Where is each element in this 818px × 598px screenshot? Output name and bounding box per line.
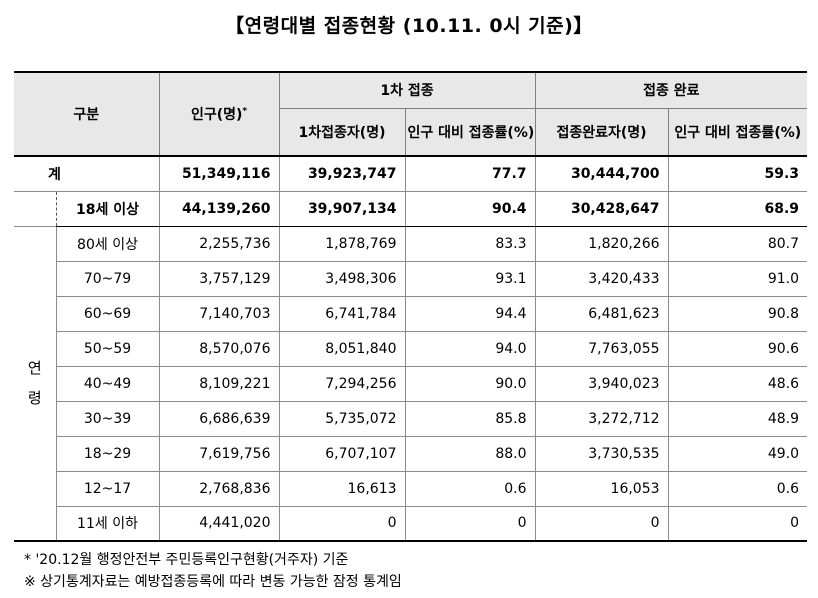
table-row: 18~29 7,619,756 6,707,107 88.0 3,730,535 49.0 (14, 435, 808, 472)
table-row: 50~59 8,570,076 8,051,840 94.0 7,763,055 90.6 (14, 330, 808, 367)
cell-complete-rate: 59.3 (667, 155, 808, 192)
cell-complete-rate: 48.6 (667, 365, 808, 402)
cell-complete-rate: 49.0 (667, 435, 808, 472)
table-row: 40~49 8,109,221 7,294,256 90.0 3,940,023 48.6 (14, 365, 808, 402)
cell-first-count: 39,907,134 (278, 190, 406, 227)
cell-first-rate: 0 (404, 505, 536, 542)
cell-population: 51,349,116 (158, 155, 280, 192)
footnotes: * '20.12월 행정안전부 주민등록인구현황(거주자) 기준 ※ 상기통계자… (24, 549, 402, 593)
table-row-total: 계 51,349,116 39,923,747 77.7 30,444,700 … (14, 155, 808, 192)
cell-first-rate: 94.4 (404, 295, 536, 332)
age-group-label: 연 령 (14, 225, 57, 542)
cell-first-count: 5,735,072 (278, 400, 406, 437)
cell-population: 4,441,020 (158, 505, 280, 542)
cell-first-count: 8,051,840 (278, 330, 406, 367)
cell-population: 44,139,260 (158, 190, 280, 227)
cell-first-count: 7,294,256 (278, 365, 406, 402)
cell-complete-rate: 90.6 (667, 330, 808, 367)
row-label: 18세 이상 (55, 190, 160, 227)
header-complete-rate: 인구 대비 접종률(%) (667, 107, 808, 157)
cell-complete-rate: 0 (667, 505, 808, 542)
table-row: 70~79 3,757,129 3,498,306 93.1 3,420,433 91.0 (14, 260, 808, 297)
header-category: 구분 (14, 71, 160, 157)
cell-population: 2,255,736 (158, 225, 280, 262)
row-label: 계 (14, 155, 160, 192)
cell-complete-count: 30,444,700 (534, 155, 669, 192)
cell-population: 7,140,703 (158, 295, 280, 332)
cell-first-rate: 85.8 (404, 400, 536, 437)
row-label: 18~29 (55, 435, 160, 472)
cell-complete-rate: 80.7 (667, 225, 808, 262)
table-row-adult: 18세 이상 44,139,260 39,907,134 90.4 30,428… (14, 190, 808, 227)
footnote-provisional: ※ 상기통계자료는 예방접종등록에 따라 변동 가능한 잠정 통계임 (24, 574, 402, 590)
row-label: 70~79 (55, 260, 160, 297)
row-label: 60~69 (55, 295, 160, 332)
row-label: 80세 이상 (55, 225, 160, 262)
cell-first-rate: 77.7 (404, 155, 536, 192)
table-row: 11세 이하 4,441,020 0 0 0 0 (14, 505, 808, 542)
cell-complete-count: 16,053 (534, 470, 669, 507)
cell-complete-rate: 90.8 (667, 295, 808, 332)
table-row: 30~39 6,686,639 5,735,072 85.8 3,272,712 48.9 (14, 400, 808, 437)
vaccination-table: 구분 인구(명)* 1차 접종 접종 완료 1차접종자(명) 인구 대비 접종률… (14, 71, 808, 542)
cell-complete-count: 3,730,535 (534, 435, 669, 472)
cell-population: 8,570,076 (158, 330, 280, 367)
cell-complete-rate: 48.9 (667, 400, 808, 437)
cell-complete-count: 3,940,023 (534, 365, 669, 402)
header-first-dose: 1차 접종 (278, 71, 536, 109)
cell-complete-count: 3,272,712 (534, 400, 669, 437)
cell-complete-count: 0 (534, 505, 669, 542)
cell-complete-rate: 0.6 (667, 470, 808, 507)
cell-first-rate: 94.0 (404, 330, 536, 367)
header-complete-count: 접종완료자(명) (534, 107, 669, 157)
cell-first-rate: 90.0 (404, 365, 536, 402)
header-population: 인구(명)* (158, 71, 280, 157)
cell-first-count: 0 (278, 505, 406, 542)
cell-first-rate: 90.4 (404, 190, 536, 227)
cell-first-count: 3,498,306 (278, 260, 406, 297)
row-label: 11세 이하 (55, 505, 160, 542)
cell-population: 6,686,639 (158, 400, 280, 437)
footnote-population: * '20.12월 행정안전부 주민등록인구현황(거주자) 기준 (24, 552, 349, 568)
cell-complete-rate: 91.0 (667, 260, 808, 297)
cell-first-rate: 88.0 (404, 435, 536, 472)
cell-complete-rate: 68.9 (667, 190, 808, 227)
cell-population: 7,619,756 (158, 435, 280, 472)
cell-first-rate: 93.1 (404, 260, 536, 297)
cell-complete-count: 7,763,055 (534, 330, 669, 367)
cell-first-rate: 0.6 (404, 470, 536, 507)
cell-population: 2,768,836 (158, 470, 280, 507)
cell-complete-count: 6,481,623 (534, 295, 669, 332)
blank-cell (14, 191, 56, 226)
cell-first-rate: 83.3 (404, 225, 536, 262)
header-completed: 접종 완료 (534, 71, 808, 109)
cell-first-count: 6,707,107 (278, 435, 406, 472)
cell-first-count: 1,878,769 (278, 225, 406, 262)
page-title: 【연령대별 접종현황 (10.11. 0시 기준)】 (225, 15, 593, 37)
row-label: 30~39 (55, 400, 160, 437)
row-label: 40~49 (55, 365, 160, 402)
cell-population: 8,109,221 (158, 365, 280, 402)
cell-complete-count: 1,820,266 (534, 225, 669, 262)
cell-complete-count: 30,428,647 (534, 190, 669, 227)
row-label: 50~59 (55, 330, 160, 367)
table-row: 60~69 7,140,703 6,741,784 94.4 6,481,623 90.8 (14, 295, 808, 332)
cell-population: 3,757,129 (158, 260, 280, 297)
header-first-count: 1차접종자(명) (278, 107, 406, 157)
table-row: 연 령 80세 이상 2,255,736 1,878,769 83.3 1,820,266… (14, 225, 808, 542)
cell-first-count: 16,613 (278, 470, 406, 507)
header-first-rate: 인구 대비 접종률(%) (404, 107, 536, 157)
table-row: 12~17 2,768,836 16,613 0.6 16,053 0.6 (14, 470, 808, 507)
row-label: 12~17 (55, 470, 160, 507)
cell-first-count: 6,741,784 (278, 295, 406, 332)
cell-first-count: 39,923,747 (278, 155, 406, 192)
cell-complete-count: 3,420,433 (534, 260, 669, 297)
